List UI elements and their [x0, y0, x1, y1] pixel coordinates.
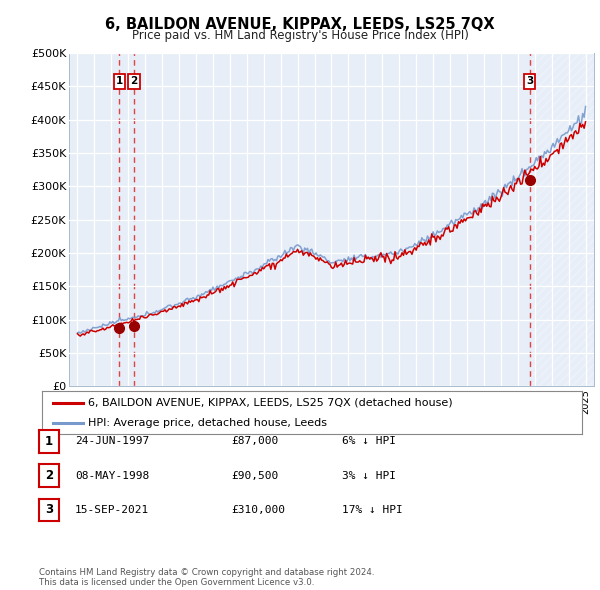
Text: 15-SEP-2021: 15-SEP-2021 [75, 505, 149, 514]
Bar [530, 53, 594, 386]
Text: HPI: Average price, detached house, Leeds: HPI: Average price, detached house, Leed… [88, 418, 327, 428]
Text: £87,000: £87,000 [231, 437, 278, 446]
Text: 6, BAILDON AVENUE, KIPPAX, LEEDS, LS25 7QX (detached house): 6, BAILDON AVENUE, KIPPAX, LEEDS, LS25 7… [88, 398, 452, 408]
Text: 24-JUN-1997: 24-JUN-1997 [75, 437, 149, 446]
Text: £310,000: £310,000 [231, 505, 285, 514]
Text: 6, BAILDON AVENUE, KIPPAX, LEEDS, LS25 7QX: 6, BAILDON AVENUE, KIPPAX, LEEDS, LS25 7… [105, 17, 495, 31]
Text: 3: 3 [45, 503, 53, 516]
Bar [530, 53, 594, 386]
Text: 1: 1 [116, 77, 123, 86]
Text: £90,500: £90,500 [231, 471, 278, 480]
Text: 1: 1 [45, 435, 53, 448]
Text: 17% ↓ HPI: 17% ↓ HPI [342, 505, 403, 514]
Text: Contains HM Land Registry data © Crown copyright and database right 2024.
This d: Contains HM Land Registry data © Crown c… [39, 568, 374, 587]
Text: 08-MAY-1998: 08-MAY-1998 [75, 471, 149, 480]
Text: 3: 3 [526, 77, 533, 86]
Text: 3% ↓ HPI: 3% ↓ HPI [342, 471, 396, 480]
Text: 2: 2 [45, 469, 53, 482]
Text: 2: 2 [131, 77, 138, 86]
Text: 6% ↓ HPI: 6% ↓ HPI [342, 437, 396, 446]
Text: Price paid vs. HM Land Registry's House Price Index (HPI): Price paid vs. HM Land Registry's House … [131, 30, 469, 42]
